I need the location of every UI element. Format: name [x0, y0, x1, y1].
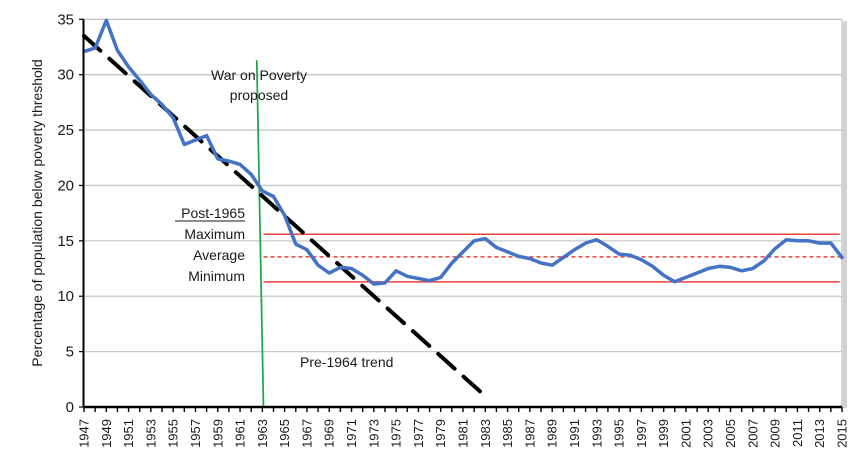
frame-shadow [843, 21, 847, 409]
x-tick-label: 1987 [522, 419, 537, 448]
war-on-poverty-label-line1: War on Poverty [211, 67, 307, 83]
y-tick-label: 0 [66, 399, 74, 416]
x-tick-label: 1981 [456, 419, 471, 448]
y-axis-tick-labels: 0 5 10 15 20 25 30 35 [57, 11, 74, 416]
post-1965-reference-lines [263, 233, 840, 283]
x-tick-label: 2011 [790, 419, 805, 447]
pre-1964-trend-label: Pre-1964 trend [300, 354, 393, 370]
x-tick-label: 1985 [500, 419, 515, 448]
x-tick-label: 1975 [389, 419, 404, 448]
maximum-label: Maximum [184, 226, 245, 242]
y-tick-label: 15 [57, 233, 74, 250]
x-tick-label: 1989 [545, 419, 560, 448]
x-tick-label: 1961 [233, 419, 248, 448]
y-tick-label: 35 [57, 11, 74, 28]
x-tick-label: 1951 [121, 419, 136, 448]
x-tick-label: 1949 [99, 419, 114, 448]
post-1965-heading: Post-1965 [181, 205, 245, 221]
average-label: Average [193, 247, 245, 263]
x-tick-label: 1957 [188, 419, 203, 448]
x-tick-label: 1971 [344, 419, 359, 448]
x-tick-label: 1999 [656, 419, 671, 448]
x-tick-label: 2001 [678, 419, 693, 448]
war-on-poverty-marker [255, 60, 265, 408]
x-tick-label: 2003 [701, 419, 716, 448]
gridlines [79, 18, 842, 408]
x-tick-label: 1967 [299, 419, 314, 448]
y-tick-label: 30 [57, 67, 74, 84]
x-tick-label: 1983 [478, 419, 493, 448]
y-tick-label: 5 [66, 344, 74, 361]
y-axis-label: Percentage of population below poverty t… [29, 59, 45, 366]
x-tick-label: 1959 [210, 419, 225, 448]
x-tick-label: 1979 [433, 419, 448, 448]
x-tick-label: 1953 [143, 419, 158, 448]
x-tick-label: 1993 [589, 419, 604, 448]
x-tick-label: 1977 [411, 419, 426, 448]
poverty-rate-line [82, 18, 844, 286]
x-tick-label: 1947 [77, 419, 92, 448]
y-tick-label: 20 [57, 177, 74, 194]
x-tick-label: 1969 [322, 419, 337, 448]
y-tick-label: 10 [57, 288, 74, 305]
poverty-series [82, 18, 844, 286]
plot-frame [841, 19, 847, 409]
x-tick-label: 1991 [567, 419, 582, 448]
x-tick-label: 1997 [634, 419, 649, 448]
x-tick-label: 1963 [255, 419, 270, 448]
war-on-poverty-label-line2: proposed [230, 87, 288, 103]
war-on-poverty-line [255, 60, 265, 408]
x-tick-label: 1965 [277, 419, 292, 448]
x-axis-tick-labels: 1947 1949 1951 1953 1955 1957 1959 1961 1963 1965… [77, 419, 850, 448]
x-tick-label: 1995 [612, 419, 627, 448]
x-tick-label: 2005 [723, 419, 738, 448]
y-tick-label: 25 [57, 122, 74, 139]
x-tick-label: 1955 [166, 419, 181, 448]
x-tick-label: 2013 [812, 419, 827, 448]
x-tick-label: 2009 [768, 419, 783, 448]
x-tick-label: 2015 [835, 419, 850, 448]
x-tick-label: 1973 [366, 419, 381, 448]
x-tick-label: 2007 [745, 419, 760, 448]
minimum-label: Minimum [188, 268, 245, 284]
